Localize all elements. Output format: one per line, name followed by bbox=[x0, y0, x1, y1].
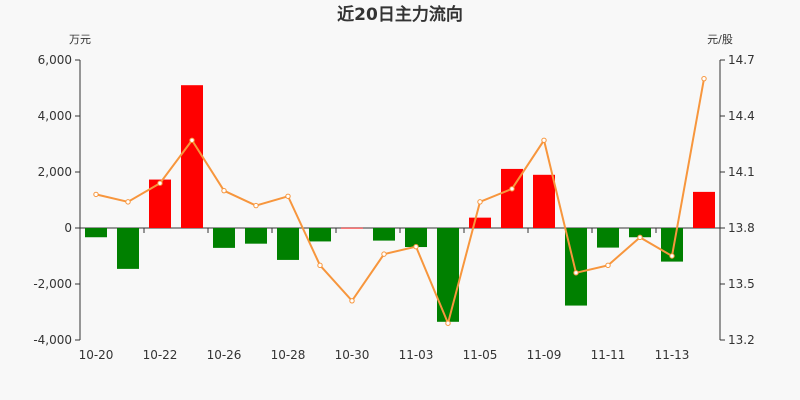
flow-bar bbox=[149, 179, 171, 228]
x-tick-label: 11-03 bbox=[399, 348, 434, 362]
x-tick-label: 11-05 bbox=[463, 348, 498, 362]
flow-bar bbox=[85, 228, 107, 238]
flow-bar bbox=[469, 217, 491, 228]
x-tick-label: 11-09 bbox=[527, 348, 562, 362]
price-point bbox=[253, 202, 259, 209]
price-line bbox=[95, 78, 705, 327]
x-tick-label: 11-11 bbox=[591, 348, 626, 362]
price-point bbox=[573, 270, 579, 276]
price-point bbox=[125, 199, 131, 205]
left-axis-unit: 万元 bbox=[69, 33, 91, 46]
flow-bar bbox=[181, 85, 203, 228]
price-point bbox=[541, 137, 547, 143]
price-point bbox=[637, 234, 643, 241]
left-tick-label: -4,000 bbox=[33, 333, 72, 347]
flow-bar bbox=[693, 191, 715, 228]
left-tick-label: 0 bbox=[64, 221, 72, 235]
price-point bbox=[157, 180, 163, 186]
flow-bar bbox=[277, 228, 299, 260]
left-tick-label: 2,000 bbox=[38, 165, 72, 179]
flow-bar bbox=[373, 228, 395, 241]
left-tick-label: -2,000 bbox=[33, 277, 72, 291]
right-tick-label: 14.7 bbox=[728, 53, 755, 67]
price-point bbox=[445, 320, 451, 326]
flow-bar bbox=[213, 228, 235, 248]
right-tick-label: 14.1 bbox=[728, 165, 755, 179]
left-tick-label: 4,000 bbox=[38, 109, 72, 123]
price-point bbox=[93, 191, 99, 198]
chart-title: 近20日主力流向 bbox=[337, 4, 463, 25]
price-point bbox=[285, 193, 291, 199]
left-tick-label: 6,000 bbox=[38, 53, 72, 67]
x-tick-label: 10-20 bbox=[79, 348, 114, 362]
price-point bbox=[317, 262, 323, 269]
x-tick-label: 10-26 bbox=[207, 348, 242, 362]
x-tick-label: 11-13 bbox=[655, 348, 690, 362]
flow-bar bbox=[117, 228, 139, 269]
price-point bbox=[669, 253, 675, 259]
right-tick-label: 13.5 bbox=[728, 277, 755, 291]
flow-bar bbox=[629, 228, 651, 238]
price-point bbox=[189, 137, 195, 143]
right-tick-label: 13.2 bbox=[728, 333, 755, 347]
x-tick-label: 10-22 bbox=[143, 348, 178, 362]
price-point bbox=[413, 243, 419, 250]
right-tick-label: 14.4 bbox=[728, 109, 755, 123]
price-point bbox=[509, 186, 515, 192]
price-point bbox=[477, 199, 483, 205]
flow-bar bbox=[309, 228, 331, 242]
flow-bar bbox=[533, 174, 555, 228]
flow-bar bbox=[597, 228, 619, 248]
price-point bbox=[349, 298, 355, 304]
flow-bar bbox=[341, 227, 363, 229]
flow-bar bbox=[245, 228, 267, 244]
flow-bar bbox=[405, 228, 427, 248]
flow-bar bbox=[501, 168, 523, 228]
right-axis-unit: 元/股 bbox=[707, 33, 733, 46]
flow-bar bbox=[437, 228, 459, 322]
x-tick-label: 10-30 bbox=[335, 348, 370, 362]
x-tick-label: 10-28 bbox=[271, 348, 306, 362]
right-tick-label: 13.8 bbox=[728, 221, 755, 235]
price-point bbox=[605, 262, 611, 269]
price-point bbox=[701, 75, 707, 82]
price-point bbox=[381, 251, 387, 257]
price-point bbox=[221, 187, 227, 194]
